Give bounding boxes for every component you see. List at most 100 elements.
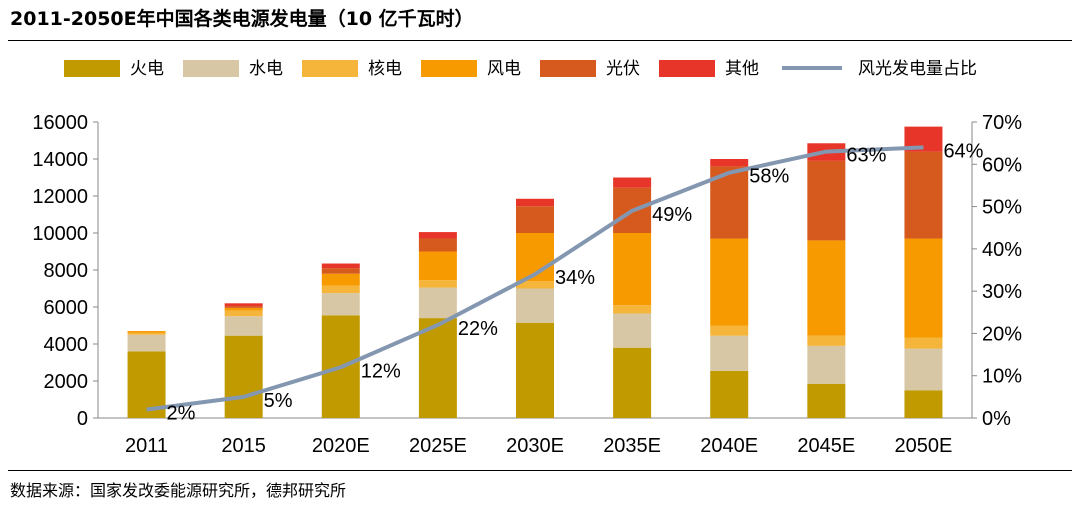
- bars: [127, 126, 943, 418]
- y2-tick-label: 30%: [982, 281, 1022, 303]
- bar-segment: [710, 238, 749, 326]
- bar-segment: [710, 325, 749, 336]
- x-tick-label: 2015: [221, 435, 266, 457]
- legend-label: 其他: [725, 59, 759, 79]
- bar-segment: [321, 285, 360, 294]
- y-tick-label: 2000: [44, 371, 89, 393]
- y-tick-label: 8000: [44, 260, 89, 282]
- legend-swatch: [183, 60, 239, 77]
- share-line: [146, 145, 924, 412]
- bar-segment: [516, 281, 554, 289]
- bar-segment: [516, 198, 554, 207]
- x-tick-label: 2045E: [797, 435, 855, 457]
- bar-segment: [904, 151, 943, 239]
- bar-segment: [127, 332, 166, 335]
- share-label: 5%: [264, 390, 293, 412]
- legend: 火电 水电 核电 风电 光伏 其他 风光发电量占比: [64, 59, 977, 79]
- x-tick-label: 2040E: [700, 435, 758, 457]
- bar-segment: [807, 345, 846, 384]
- source-note: 数据来源：国家发改委能源研究所，德邦研究所: [10, 481, 347, 500]
- bar-segment: [224, 310, 263, 317]
- legend-label: 风电: [487, 59, 521, 79]
- bar-segment: [516, 288, 554, 323]
- bar-segment: [321, 293, 360, 316]
- legend-label: 风光发电量占比: [858, 59, 977, 79]
- x-tick-label: 2030E: [506, 435, 564, 457]
- bar-segment: [807, 240, 846, 336]
- y-tick-label: 6000: [44, 297, 89, 319]
- bar-segment: [904, 348, 943, 391]
- bar-segment: [224, 335, 263, 418]
- bar-segment: [418, 280, 457, 288]
- y2-tick-label: 20%: [982, 323, 1022, 345]
- bar-segment: [224, 306, 263, 308]
- bar-segment: [904, 337, 943, 349]
- share-label: 2%: [167, 403, 196, 425]
- y-tick-label: 16000: [32, 112, 88, 134]
- y-tick-label: 14000: [32, 149, 88, 171]
- bar-segment: [904, 238, 943, 338]
- bar-segment: [127, 334, 166, 352]
- bar-segment: [807, 160, 846, 241]
- share-label: 12%: [361, 360, 401, 382]
- bar-segment: [516, 322, 554, 418]
- y2-tick-label: 70%: [982, 112, 1022, 134]
- bar-segment: [321, 268, 360, 274]
- stacked-bar-line-chart: 火电 水电 核电 风电 光伏 其他 风光发电量占比 0 2000 4000 6000 8000 100…: [32, 59, 1022, 457]
- bar-segment: [418, 238, 457, 252]
- y-tick-label: 4000: [44, 334, 89, 356]
- legend-label: 水电: [249, 59, 283, 79]
- share-label: 34%: [555, 267, 595, 289]
- x-tick-label: 2035E: [603, 435, 661, 457]
- bar-segment: [224, 307, 263, 311]
- source-rule: [8, 470, 1072, 471]
- y-tick-label: 0: [77, 408, 88, 430]
- y2-tick-label: 10%: [982, 366, 1022, 388]
- y2-tick-label: 60%: [982, 154, 1022, 176]
- title-rule: [8, 40, 1072, 41]
- chart-title: 2011-2050E年中国各类电源发电量（10 亿千瓦时）: [10, 8, 474, 30]
- bar-segment: [418, 232, 457, 239]
- bar-segment: [613, 347, 652, 418]
- legend-swatch: [659, 60, 715, 77]
- legend-label: 核电: [368, 59, 402, 79]
- y2-tick-label: 50%: [982, 197, 1022, 219]
- legend-swatch: [64, 60, 120, 77]
- legend-label: 火电: [130, 59, 164, 79]
- bar-segment: [613, 305, 652, 314]
- data-labels: 2% 5% 12% 22% 34% 49% 58% 63% 64%: [167, 140, 984, 424]
- bar-segment: [418, 251, 457, 281]
- legend-swatch: [421, 60, 477, 77]
- bar-segment: [224, 316, 263, 336]
- bar-segment: [710, 335, 749, 371]
- bar-segment: [127, 331, 166, 333]
- y2-tick-label: 40%: [982, 239, 1022, 261]
- share-label: 22%: [458, 318, 498, 340]
- share-line-path: [146, 145, 924, 412]
- bar-segment: [321, 263, 360, 269]
- bar-segment: [516, 206, 554, 233]
- legend-swatch: [302, 60, 358, 77]
- y2-tick-label: 0%: [982, 408, 1011, 430]
- share-label: 63%: [846, 145, 886, 167]
- x-tick-label: 2025E: [409, 435, 467, 457]
- bar-segment: [224, 303, 263, 307]
- bar-segment: [321, 273, 360, 286]
- bar-segment: [613, 233, 652, 306]
- bar-segment: [807, 335, 846, 346]
- x-tick-label: 2020E: [312, 435, 370, 457]
- share-label: 64%: [943, 140, 983, 162]
- bar-segment: [613, 313, 652, 348]
- bar-segment: [418, 287, 457, 319]
- y-tick-label: 12000: [32, 186, 88, 208]
- share-label: 58%: [749, 166, 789, 188]
- bar-segment: [710, 159, 749, 167]
- bar-segment: [710, 370, 749, 418]
- x-tick-label: 2050E: [895, 435, 953, 457]
- share-label: 49%: [652, 204, 692, 226]
- x-tick-label: 2011: [125, 435, 168, 457]
- bar-segment: [904, 390, 943, 418]
- legend-swatch: [540, 60, 596, 77]
- legend-label: 光伏: [606, 59, 640, 79]
- bar-segment: [807, 383, 846, 418]
